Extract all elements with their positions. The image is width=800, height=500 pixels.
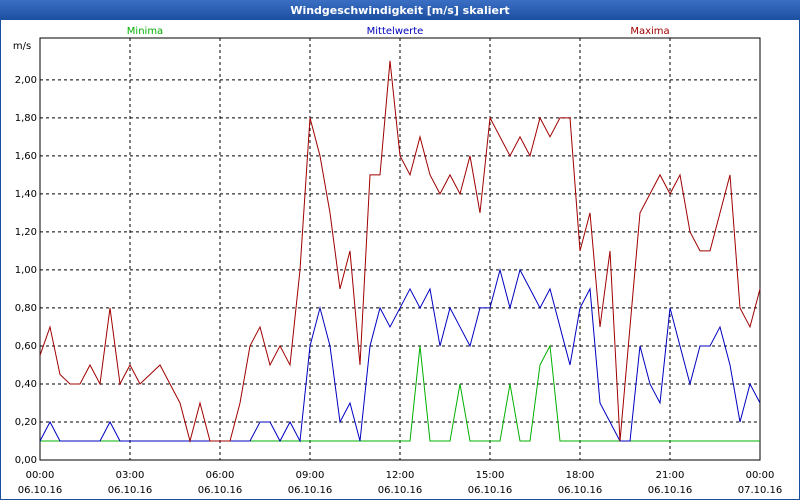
y-tick-label: 1,60 xyxy=(15,151,37,162)
legend-entry: Maxima xyxy=(630,26,669,37)
y-tick-label: 0,60 xyxy=(15,341,37,352)
legend-entry: Mittelwerte xyxy=(367,26,424,37)
x-tick-label: 09:00 xyxy=(296,470,325,481)
y-tick-label: 1,00 xyxy=(15,265,37,276)
chart-title: Windgeschwindigkeit [m/s] skaliert xyxy=(290,4,509,17)
x-tick-date: 06.10.16 xyxy=(378,485,423,496)
x-tick-label: 18:00 xyxy=(566,470,595,481)
x-tick-date: 06.10.16 xyxy=(648,485,693,496)
legend-entry: Minima xyxy=(127,26,163,37)
x-tick-date: 07.10.16 xyxy=(738,485,783,496)
y-tick-label: 1,80 xyxy=(15,113,37,124)
data-line xyxy=(39,267,761,443)
title-bar xyxy=(0,0,800,20)
x-tick-date: 06.10.16 xyxy=(468,485,513,496)
x-tick-date: 06.10.16 xyxy=(558,485,603,496)
y-tick-label: 2,00 xyxy=(15,75,37,86)
y-tick-label: 0,80 xyxy=(15,303,37,314)
y-tick-label: 0,20 xyxy=(15,417,37,428)
y-axis-label: m/s xyxy=(13,41,31,52)
x-tick-label: 06:00 xyxy=(206,470,235,481)
x-tick-label: 03:00 xyxy=(116,470,145,481)
x-tick-date: 06.10.16 xyxy=(18,485,63,496)
x-tick-date: 06.10.16 xyxy=(288,485,333,496)
x-tick-label: 00:00 xyxy=(26,470,55,481)
x-tick-label: 12:00 xyxy=(386,470,415,481)
x-tick-date: 06.10.16 xyxy=(108,485,153,496)
data-line xyxy=(39,60,761,443)
y-tick-label: 0,00 xyxy=(15,455,37,466)
x-tick-date: 06.10.16 xyxy=(198,485,243,496)
x-tick-label: 21:00 xyxy=(656,470,685,481)
x-tick-label: 15:00 xyxy=(476,470,505,481)
y-tick-label: 1,20 xyxy=(15,227,37,238)
x-tick-label: 00:00 xyxy=(746,470,775,481)
y-tick-label: 0,40 xyxy=(15,379,37,390)
y-tick-label: 1,40 xyxy=(15,189,37,200)
